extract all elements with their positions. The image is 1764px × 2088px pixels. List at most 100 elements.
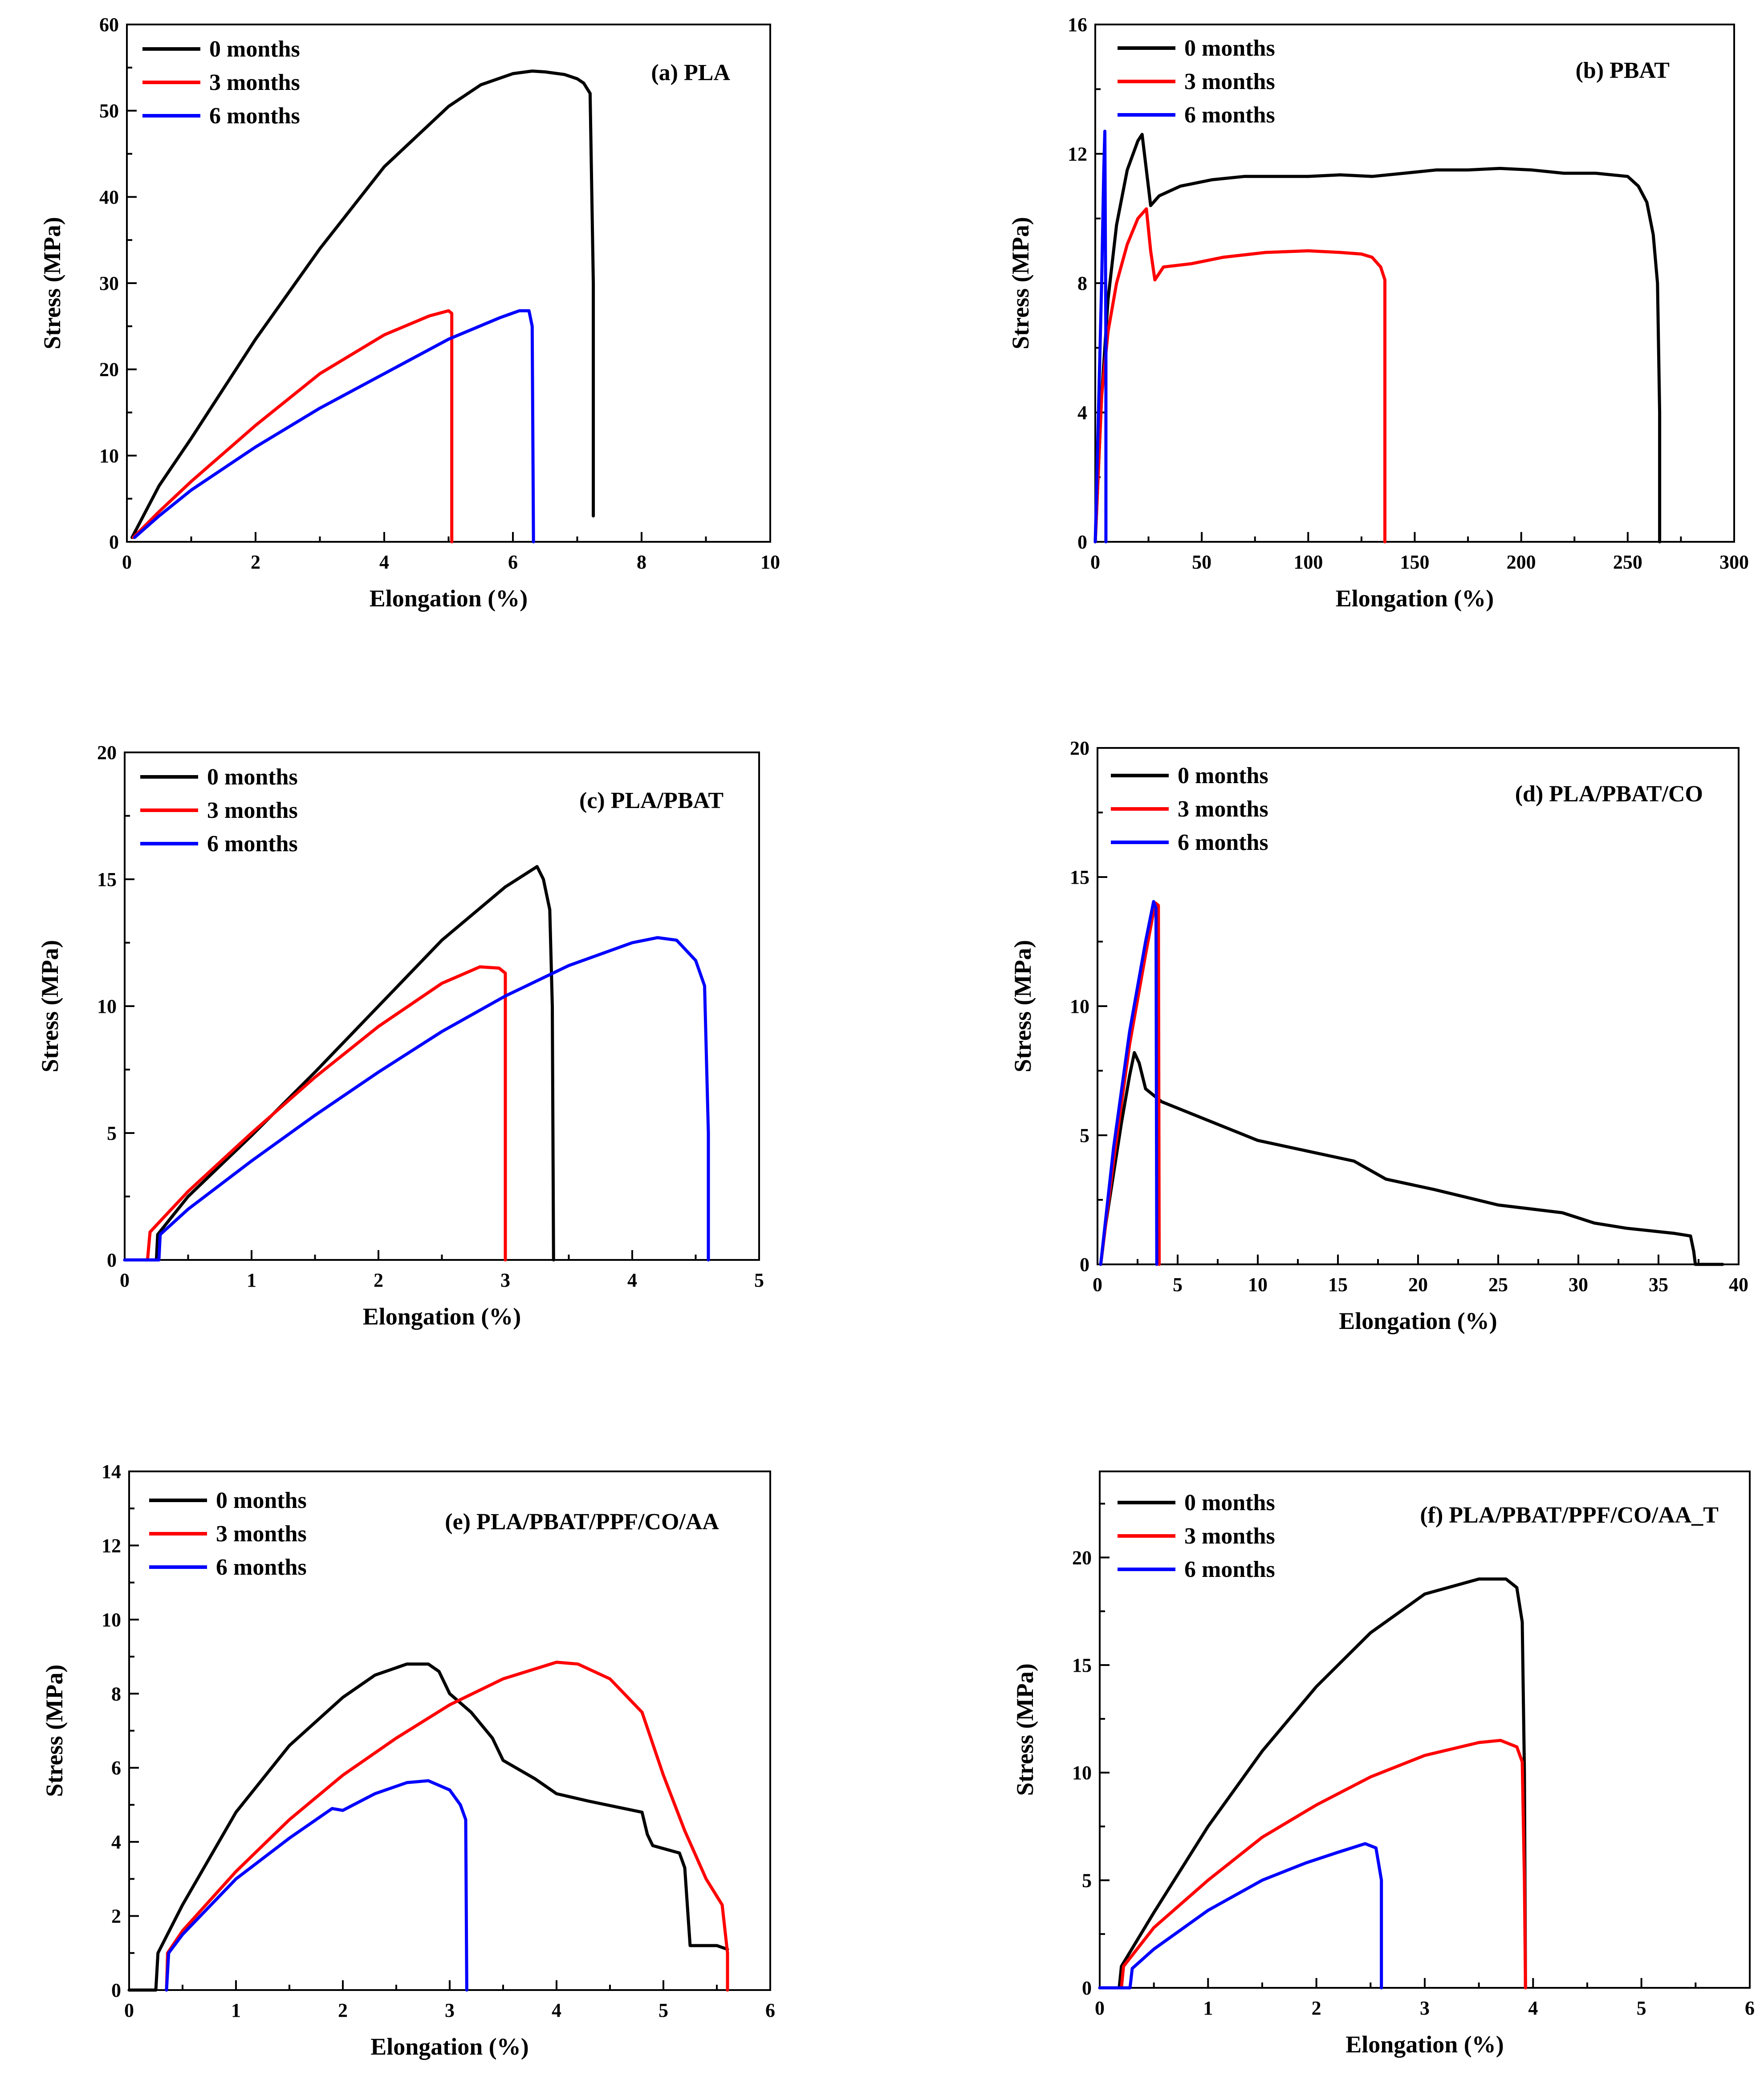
chart-panel-1: 0 50 100 150 200 250 300 0 4 8 12 16 Elongation (%) S… <box>1007 14 1749 612</box>
x-tick-label: 4 <box>627 1269 637 1291</box>
series-line-0-months <box>123 865 555 1262</box>
panel-title: (b) PBAT <box>1576 58 1670 83</box>
y-tick-label: 50 <box>99 100 119 122</box>
legend-label: 6 months <box>1178 830 1268 855</box>
y-tick-label: 20 <box>97 742 117 764</box>
y-tick-label: 6 <box>111 1757 121 1779</box>
x-tick-label: 4 <box>552 1999 561 2021</box>
x-tick-label: 2 <box>1312 1997 1321 2019</box>
panel-title: (e) PLA/PBAT/PPF/CO/AA <box>445 1509 719 1535</box>
legend-label: 0 months <box>1178 763 1268 788</box>
legend-label: 6 months <box>209 103 300 129</box>
x-axis-label: Elongation (%) <box>1336 585 1494 612</box>
y-tick-label: 16 <box>1068 14 1087 36</box>
y-tick-label: 10 <box>1070 995 1089 1017</box>
series-line-0-months <box>127 1662 729 1992</box>
series-line-3-months <box>1098 1739 1527 1990</box>
x-tick-label: 2 <box>338 1999 348 2021</box>
x-tick-label: 10 <box>1248 1274 1268 1296</box>
x-tick-label: 1 <box>231 1999 241 2021</box>
y-tick-label: 8 <box>1077 272 1087 294</box>
y-tick-label: 10 <box>99 445 119 467</box>
x-tick-label: 6 <box>1745 1997 1755 2019</box>
legend-label: 0 months <box>216 1488 307 1513</box>
x-tick-label: 5 <box>754 1269 764 1291</box>
legend-label: 0 months <box>1184 36 1275 61</box>
y-tick-label: 0 <box>1080 1254 1089 1276</box>
y-tick-label: 0 <box>1077 531 1087 553</box>
panel-title: (a) PLA <box>651 60 730 85</box>
legend-label: 3 months <box>207 798 298 823</box>
y-axis-label: Stress (MPa) <box>1009 940 1036 1072</box>
legend-label: 0 months <box>209 37 300 62</box>
x-tick-label: 1 <box>247 1269 256 1291</box>
legend-label: 6 months <box>216 1555 307 1580</box>
y-axis-label: Stress (MPa) <box>39 217 65 349</box>
y-tick-label: 20 <box>1072 1547 1092 1568</box>
series-line-6-months <box>123 936 710 1262</box>
y-tick-label: 2 <box>111 1905 121 1927</box>
series-line-6-months <box>133 309 535 544</box>
legend-label: 3 months <box>216 1521 307 1547</box>
y-tick-label: 30 <box>99 272 119 294</box>
y-axis-label: Stress (MPa) <box>1007 217 1034 349</box>
chart-panel-3: 0 5 10 15 20 25 30 35 40 0 5 10 15 20 Elongation (%) St… <box>1009 737 1748 1334</box>
series-line-0-months <box>1098 1577 1527 1990</box>
x-tick-label: 8 <box>637 551 646 573</box>
chart-panel-0: 0 2 4 6 8 10 0 10 20 30 40 50 60 Elongation (%) Stress… <box>39 14 780 612</box>
y-tick-label: 5 <box>107 1122 117 1144</box>
y-tick-label: 15 <box>1070 866 1089 888</box>
x-tick-label: 5 <box>658 1999 668 2021</box>
legend-label: 3 months <box>209 70 300 95</box>
x-tick-label: 2 <box>374 1269 383 1291</box>
x-tick-label: 0 <box>1093 1274 1102 1296</box>
panel-title: (f) PLA/PBAT/PPF/CO/AA_T <box>1420 1503 1719 1528</box>
y-axis-label: Stress (MPa) <box>41 1665 68 1797</box>
x-tick-label: 200 <box>1507 551 1536 573</box>
x-tick-label: 3 <box>500 1269 510 1291</box>
legend-label: 6 months <box>1184 1557 1275 1582</box>
y-tick-label: 0 <box>1082 1977 1092 1999</box>
x-tick-label: 4 <box>379 551 389 573</box>
x-tick-label: 5 <box>1637 1997 1646 2019</box>
y-tick-label: 60 <box>99 14 119 36</box>
plot-frame <box>1099 1471 1751 1989</box>
x-tick-label: 6 <box>508 551 518 573</box>
y-tick-label: 10 <box>102 1609 121 1631</box>
y-tick-label: 12 <box>1068 143 1087 165</box>
legend-label: 6 months <box>1184 102 1275 128</box>
x-tick-label: 0 <box>120 1269 130 1291</box>
legend-label: 6 months <box>207 831 298 857</box>
chart-panel-5: 0 1 2 3 4 5 6 0 5 10 15 20 Elongation (%) Stress (MPa… <box>1012 1471 1755 2058</box>
y-tick-label: 10 <box>97 995 117 1017</box>
x-tick-label: 0 <box>124 1999 134 2021</box>
x-tick-label: 6 <box>765 1999 775 2021</box>
x-tick-label: 0 <box>1090 551 1100 573</box>
x-tick-label: 50 <box>1192 551 1211 573</box>
y-tick-label: 15 <box>97 869 117 890</box>
x-tick-label: 1 <box>1203 1997 1213 2019</box>
y-axis-label: Stress (MPa) <box>37 940 63 1072</box>
series-line-6-months <box>1099 900 1158 1266</box>
series-line-3-months <box>131 309 454 544</box>
x-tick-label: 300 <box>1719 551 1749 573</box>
y-tick-label: 15 <box>1072 1654 1092 1676</box>
plot-frame <box>128 1471 771 1991</box>
legend-label: 0 months <box>207 764 298 790</box>
x-tick-label: 3 <box>1420 1997 1430 2019</box>
x-tick-label: 4 <box>1528 1997 1538 2019</box>
y-tick-label: 0 <box>107 1249 117 1271</box>
y-tick-label: 0 <box>109 531 119 553</box>
x-tick-label: 20 <box>1408 1274 1428 1296</box>
series-line-0-months <box>1099 1051 1724 1266</box>
y-tick-label: 5 <box>1080 1125 1089 1146</box>
legend-label: 3 months <box>1184 69 1275 94</box>
x-tick-label: 2 <box>251 551 260 573</box>
y-tick-label: 20 <box>1070 737 1089 759</box>
x-axis-label: Elongation (%) <box>370 2033 529 2060</box>
x-axis-label: Elongation (%) <box>1339 1308 1497 1334</box>
plot-frame <box>126 24 771 543</box>
y-tick-label: 12 <box>102 1535 121 1556</box>
